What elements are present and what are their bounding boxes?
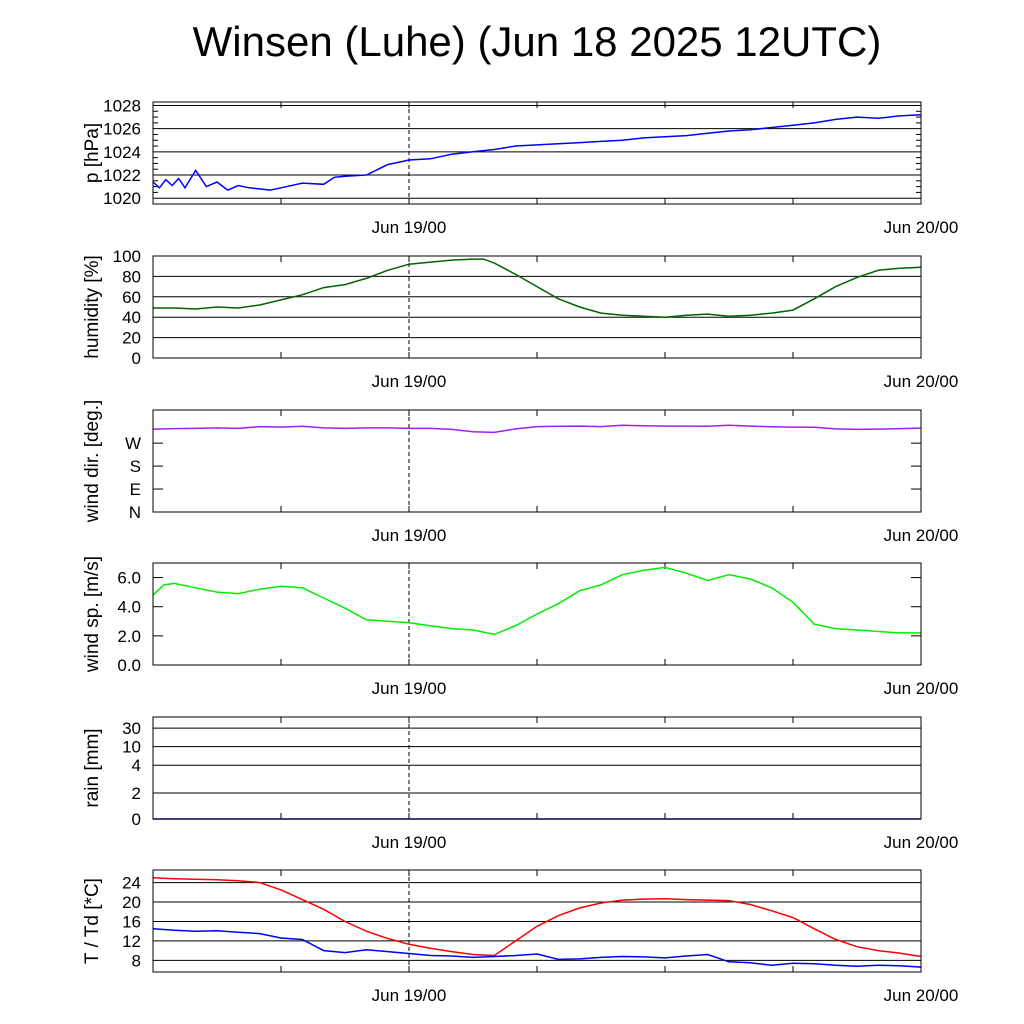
plot-frame [152, 562, 922, 666]
y-tick-label: 1026 [103, 120, 141, 139]
y-tick-label: E [130, 480, 141, 499]
y-tick-label: 2 [132, 784, 141, 803]
y-tick-label: N [129, 503, 141, 522]
y-tick-label: 4 [132, 756, 141, 775]
x-tick-label: Jun 20/00 [884, 679, 959, 698]
y-axis-label: wind dir. [deg.] [82, 400, 103, 524]
y-axis-label: humidity [%] [82, 255, 103, 358]
y-tick-label: 4.0 [117, 598, 141, 617]
plot-frame [152, 716, 922, 820]
series-line-1 [152, 113, 922, 191]
y-axis-label: rain [mm] [82, 728, 103, 807]
y-tick-label: 1028 [103, 96, 141, 115]
y-tick-label: 1024 [103, 143, 141, 162]
x-tick-label: Jun 20/00 [884, 218, 959, 237]
y-tick-label: 16 [122, 912, 141, 931]
y-tick-label: 10 [122, 738, 141, 757]
x-tick-label: Jun 19/00 [372, 679, 447, 698]
y-tick-label: 12 [122, 932, 141, 951]
y-tick-label: 0 [132, 349, 141, 368]
series-line-1 [152, 877, 922, 958]
series-line-1 [152, 424, 922, 434]
x-tick-label: Jun 20/00 [884, 833, 959, 852]
series-line-1 [152, 566, 921, 636]
y-tick-label: S [130, 457, 141, 476]
y-tick-label: 40 [122, 308, 141, 327]
series-line-1 [153, 258, 922, 318]
y-tick-label: 6.0 [117, 569, 141, 588]
plot-frame [152, 869, 922, 973]
y-tick-label: 30 [122, 719, 141, 738]
plot-frame [152, 101, 922, 205]
x-tick-label: Jun 19/00 [372, 372, 447, 391]
y-tick-label: W [125, 434, 141, 453]
y-tick-label: 20 [122, 893, 141, 912]
y-tick-label: 2.0 [117, 627, 141, 646]
y-tick-label: 80 [122, 267, 141, 286]
x-tick-label: Jun 19/00 [372, 218, 447, 237]
plot-frame [152, 409, 922, 513]
y-tick-label: 60 [122, 288, 141, 307]
y-axis-label: wind sp. [m/s] [82, 556, 103, 673]
x-tick-label: Jun 20/00 [884, 986, 959, 1005]
x-tick-label: Jun 20/00 [884, 372, 959, 391]
panel-4: 0.0 2.0 4.0 6.0 Jun 19/00 Jun 20/00 wind sp. [… [82, 556, 958, 698]
y-tick-label: 24 [122, 874, 141, 893]
x-tick-label: Jun 20/00 [884, 526, 959, 545]
y-tick-label: 20 [122, 329, 141, 348]
y-axis-label: p [hPa] [82, 123, 103, 183]
y-tick-label: 0.0 [117, 656, 141, 675]
y-tick-label: 1020 [103, 189, 141, 208]
x-tick-label: Jun 19/00 [372, 526, 447, 545]
series-line-2 [152, 928, 922, 968]
y-tick-label: 1022 [103, 166, 141, 185]
x-tick-label: Jun 19/00 [372, 986, 447, 1005]
y-tick-label: 0 [132, 810, 141, 829]
x-tick-label: Jun 19/00 [372, 833, 447, 852]
page-title: Winsen (Luhe) (Jun 18 2025 12UTC) [192, 18, 882, 65]
panel-1: 1020 1022 1024 1026 1028 Jun 19/00 Jun 20/00 p … [82, 96, 958, 237]
plot-frame [152, 255, 922, 359]
y-axis-label: T / Td [*C] [82, 878, 103, 964]
y-tick-label: 100 [113, 247, 141, 266]
y-tick-label: 8 [132, 951, 141, 970]
